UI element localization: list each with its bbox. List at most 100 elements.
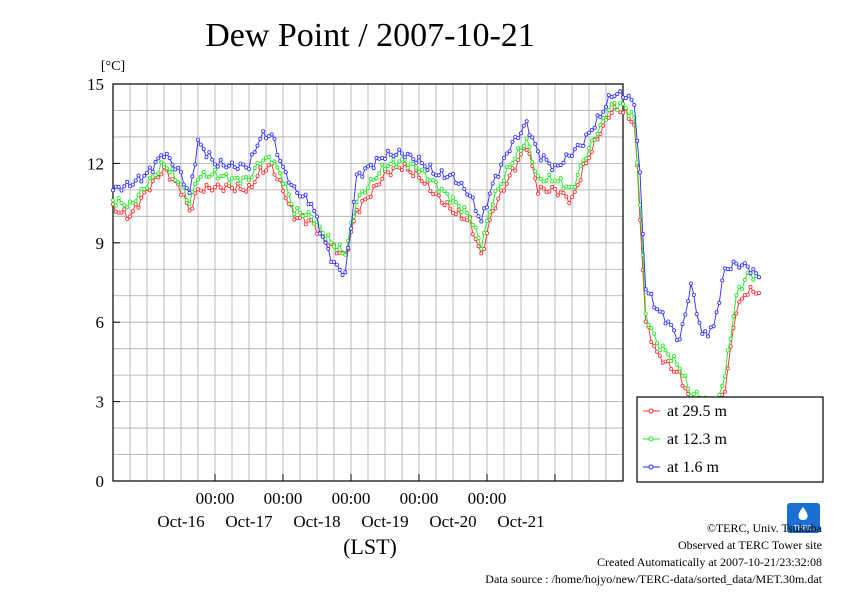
data-point — [550, 168, 555, 173]
data-point — [674, 362, 679, 367]
data-point — [462, 186, 467, 191]
data-point — [657, 353, 662, 358]
data-point — [459, 180, 464, 185]
data-point — [167, 156, 172, 161]
data-point — [700, 331, 705, 336]
data-point — [655, 307, 660, 312]
data-point — [377, 171, 382, 176]
data-point — [555, 193, 560, 198]
data-point — [601, 109, 606, 114]
data-point — [683, 312, 688, 317]
data-point — [606, 108, 611, 113]
data-point — [397, 159, 402, 164]
data-point — [748, 284, 753, 289]
y-tick-label: 3 — [96, 393, 105, 412]
data-point — [289, 201, 294, 206]
data-point — [212, 167, 217, 172]
data-point — [652, 331, 657, 336]
data-point — [385, 164, 390, 169]
data-point — [357, 193, 362, 198]
data-point — [734, 261, 739, 266]
data-point — [612, 94, 617, 99]
data-point — [507, 149, 512, 154]
data-point — [249, 152, 254, 157]
data-point — [263, 136, 268, 141]
data-point — [371, 177, 376, 182]
data-point — [272, 136, 277, 141]
data-point — [255, 143, 260, 148]
data-point — [156, 175, 161, 180]
data-point — [439, 200, 444, 205]
data-point — [570, 153, 575, 158]
data-point — [728, 344, 733, 349]
data-point — [348, 226, 353, 231]
data-point — [235, 166, 240, 171]
data-point — [666, 352, 671, 357]
data-point — [669, 366, 674, 371]
data-point — [493, 188, 498, 193]
data-point — [570, 195, 575, 200]
data-point — [609, 111, 614, 116]
data-point — [519, 148, 524, 153]
data-point — [445, 174, 450, 179]
data-point — [275, 152, 280, 157]
data-point — [465, 211, 470, 216]
data-point — [218, 185, 223, 190]
data-point — [493, 206, 498, 211]
data-point — [547, 161, 552, 166]
data-point — [122, 203, 127, 208]
data-point — [334, 262, 339, 267]
data-point — [136, 173, 141, 178]
data-point — [388, 173, 393, 178]
data-point — [652, 344, 657, 349]
x-tick-time: 00:00 — [332, 489, 371, 508]
data-point — [210, 157, 215, 162]
y-tick-label: 9 — [96, 234, 105, 253]
data-point — [218, 157, 223, 162]
data-point — [317, 231, 322, 236]
data-point — [742, 261, 747, 266]
data-point — [224, 165, 229, 170]
data-point — [227, 163, 232, 168]
data-point — [731, 259, 736, 264]
data-point — [371, 166, 376, 171]
data-point — [538, 176, 543, 181]
data-point — [638, 170, 643, 175]
data-point — [450, 171, 455, 176]
data-point — [249, 185, 254, 190]
data-point — [663, 348, 668, 353]
data-point — [312, 208, 317, 213]
data-point — [297, 215, 302, 220]
data-point — [538, 158, 543, 163]
data-point — [436, 189, 441, 194]
data-point — [144, 170, 149, 175]
data-point — [292, 217, 297, 222]
data-point — [116, 184, 121, 189]
data-point — [246, 182, 251, 187]
data-point — [524, 147, 529, 152]
data-point — [414, 165, 419, 170]
data-point — [201, 169, 206, 174]
data-point — [111, 198, 116, 203]
data-point — [589, 149, 594, 154]
data-point — [246, 166, 251, 171]
data-point — [504, 151, 509, 156]
data-point — [584, 161, 589, 166]
y-tick-label: 15 — [87, 75, 104, 94]
data-point — [499, 182, 504, 187]
x-tick-time: 00:00 — [400, 489, 439, 508]
data-point — [221, 163, 226, 168]
data-point — [416, 169, 421, 174]
data-point — [626, 93, 631, 98]
data-point — [422, 181, 427, 186]
data-point — [519, 152, 524, 157]
data-point — [649, 326, 654, 331]
data-point — [728, 336, 733, 341]
data-point — [516, 146, 521, 151]
data-point — [164, 166, 169, 171]
data-point — [473, 225, 478, 230]
data-point — [195, 177, 200, 182]
data-point — [479, 246, 484, 251]
data-point — [433, 180, 438, 185]
data-point — [139, 179, 144, 184]
